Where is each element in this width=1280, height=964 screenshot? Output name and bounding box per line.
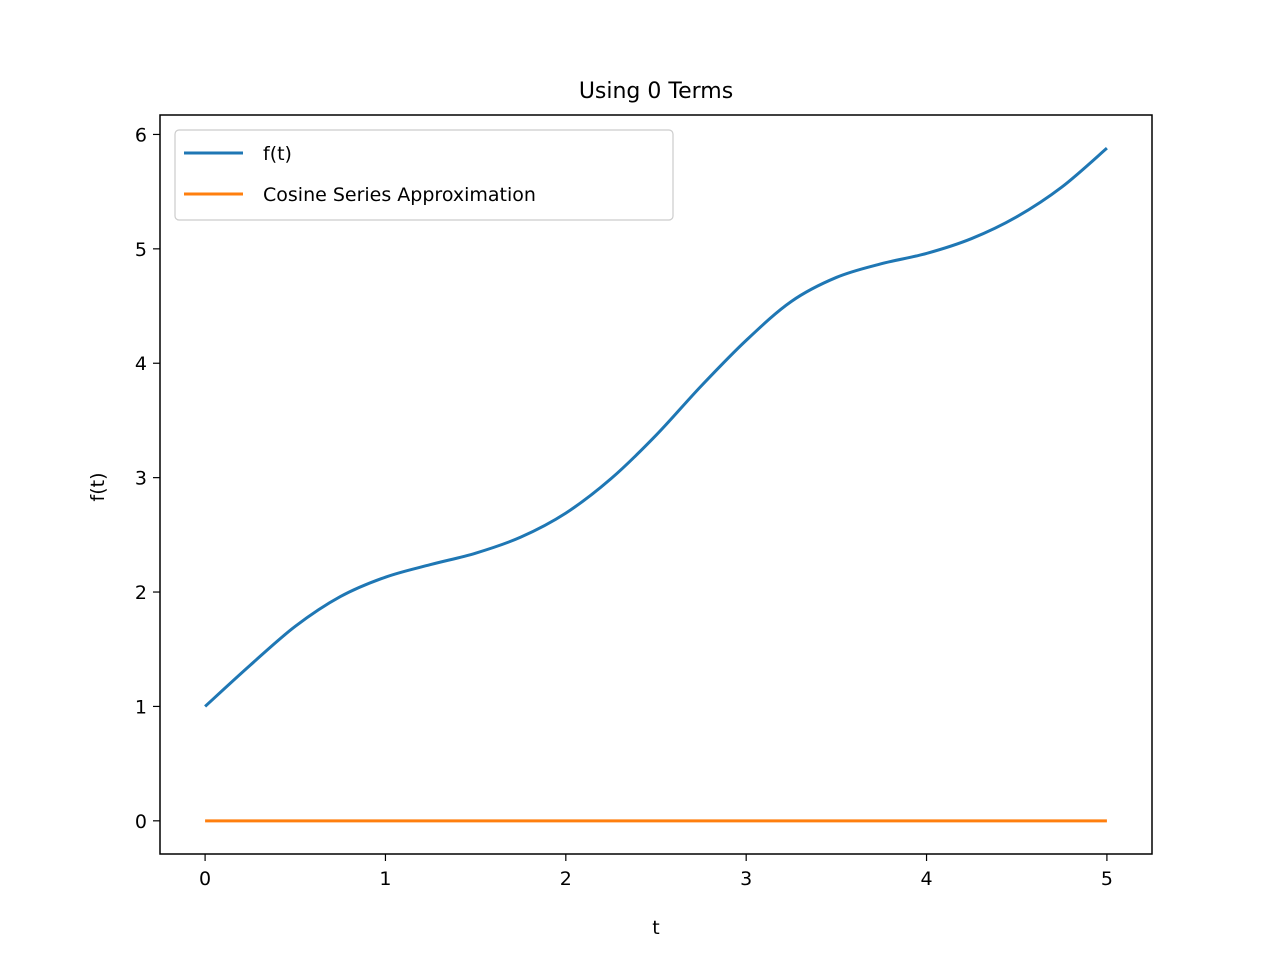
x-tick-label: 0 — [199, 868, 211, 890]
legend-label-2: Cosine Series Approximation — [263, 184, 536, 206]
y-axis-label: f(t) — [87, 473, 109, 502]
y-axis-ticks: 0 1 2 3 4 5 6 — [135, 124, 160, 833]
legend: f(t) Cosine Series Approximation — [174, 129, 674, 221]
series-layer — [204, 147, 1108, 823]
y-tick-label: 4 — [135, 353, 147, 375]
y-tick-label: 5 — [135, 239, 147, 261]
chart-title: Using 0 Terms — [579, 79, 733, 104]
y-tick-label: 2 — [135, 582, 147, 604]
plot-frame — [159, 114, 1153, 855]
x-tick-label: 2 — [560, 868, 572, 890]
x-axis-ticks: 0 1 2 3 4 5 — [199, 854, 1113, 890]
legend-box — [174, 129, 674, 221]
x-tick-label: 3 — [740, 868, 752, 890]
legend-label-1: f(t) — [263, 143, 292, 165]
y-tick-label: 0 — [135, 811, 147, 833]
y-tick-label: 3 — [135, 468, 147, 490]
x-tick-label: 4 — [920, 868, 932, 890]
x-axis-label: t — [652, 917, 659, 939]
series-line-1 — [204, 147, 1108, 708]
x-tick-label: 5 — [1101, 868, 1113, 890]
y-tick-label: 6 — [135, 124, 147, 146]
y-tick-label: 1 — [135, 696, 147, 718]
x-tick-label: 1 — [379, 868, 391, 890]
